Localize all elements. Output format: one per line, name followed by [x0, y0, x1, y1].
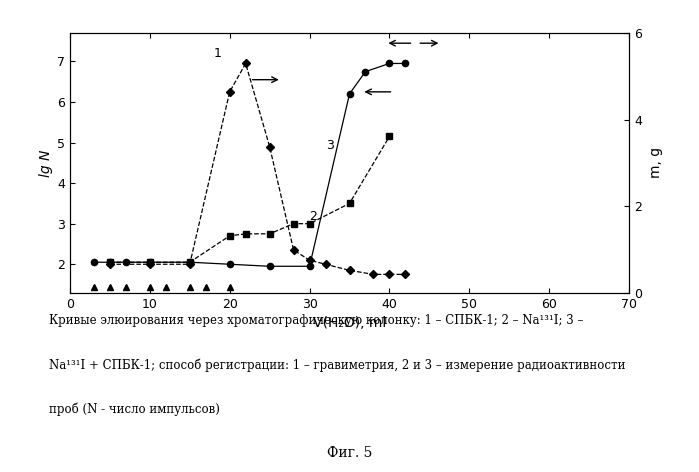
Text: Кривые элюирования через хроматографическую колонку: 1 – СПБК-1; 2 – Na¹³¹I; 3 –: Кривые элюирования через хроматографичес…: [49, 314, 583, 327]
Text: 2: 2: [310, 210, 317, 223]
Y-axis label: lg N: lg N: [39, 149, 53, 177]
X-axis label: V(H₂O), ml: V(H₂O), ml: [313, 316, 386, 330]
Text: 3: 3: [326, 139, 333, 152]
Text: проб (N - число импульсов): проб (N - число импульсов): [49, 402, 219, 416]
Text: 1: 1: [214, 47, 222, 60]
Text: Фиг. 5: Фиг. 5: [327, 446, 372, 460]
Y-axis label: m, g: m, g: [649, 147, 663, 178]
Text: Na¹³¹I + СПБК-1; способ регистрации: 1 – гравиметрия, 2 и 3 – измерение радиоакт: Na¹³¹I + СПБК-1; способ регистрации: 1 –…: [49, 359, 626, 372]
